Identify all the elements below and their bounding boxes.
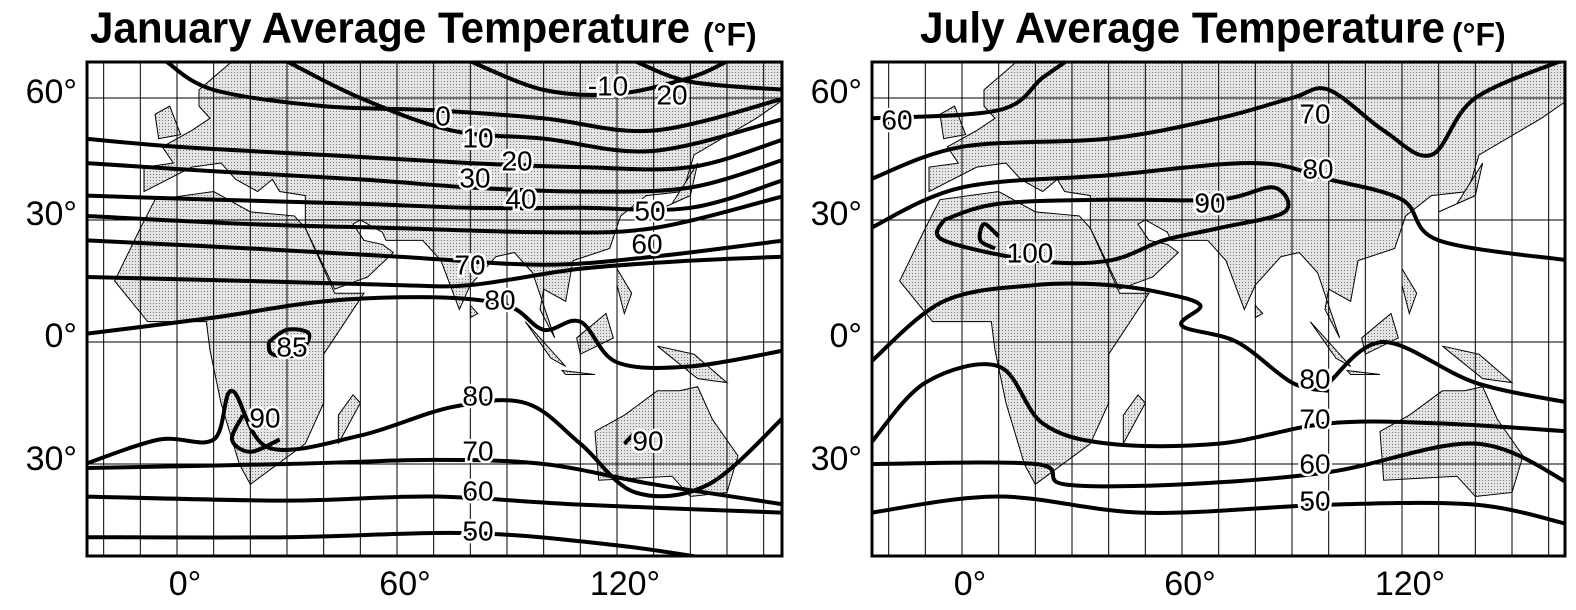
isotherm xyxy=(87,194,782,235)
isotherm xyxy=(286,62,782,154)
isotherm-label: 70 xyxy=(462,435,493,466)
isotherm xyxy=(872,62,1069,121)
land xyxy=(616,266,633,316)
isotherm-label: 80 xyxy=(1299,363,1330,394)
isotherm-label: 0 xyxy=(435,100,451,131)
isotherm-label: 10 xyxy=(462,122,493,153)
lat-label: 0° xyxy=(44,317,77,355)
lat-label: 60° xyxy=(26,73,77,111)
isotherm xyxy=(634,62,782,92)
isotherm-label: 70 xyxy=(454,249,485,280)
land xyxy=(524,321,567,367)
land xyxy=(594,386,739,498)
isotherm-label: 80 xyxy=(1302,153,1333,184)
isotherm-label: 60 xyxy=(1299,448,1330,479)
isotherm xyxy=(87,136,782,172)
lat-label: 30° xyxy=(811,440,862,478)
isotherm-label: 90 xyxy=(632,425,663,456)
isotherm-label: 50 xyxy=(462,515,493,546)
isotherm xyxy=(977,222,1001,251)
lat-label: 30° xyxy=(811,195,862,233)
isotherm xyxy=(87,457,782,507)
isotherm xyxy=(872,161,1565,262)
isotherm xyxy=(934,185,1291,266)
land xyxy=(1401,266,1418,316)
isotherm xyxy=(872,62,1565,181)
isotherm xyxy=(87,158,782,194)
isotherm xyxy=(872,441,1565,489)
isotherm-label: 80 xyxy=(484,284,515,315)
land xyxy=(1309,321,1352,367)
lat-label: 60° xyxy=(811,73,862,111)
lon-label: 0° xyxy=(169,565,202,603)
map-title: July Average Temperature xyxy=(920,4,1445,53)
land xyxy=(1345,369,1381,376)
lon-label: 120° xyxy=(590,565,660,603)
isotherm xyxy=(87,530,705,556)
isotherm xyxy=(87,238,782,267)
isotherm-label: -10 xyxy=(588,70,628,101)
map-frame xyxy=(85,60,784,558)
isotherm xyxy=(622,429,649,449)
map-unit: (°F) xyxy=(1452,16,1506,52)
lon-label: 60° xyxy=(1164,565,1215,603)
isotherm-label: 50 xyxy=(634,195,665,226)
isotherm xyxy=(469,62,728,97)
land xyxy=(337,394,361,444)
isotherm xyxy=(87,254,782,289)
map-frame xyxy=(870,60,1567,558)
isotherm xyxy=(872,362,1565,449)
isotherm xyxy=(266,327,312,359)
isotherm xyxy=(87,295,782,370)
land xyxy=(560,369,596,376)
isotherm xyxy=(872,494,1565,526)
isotherm xyxy=(87,388,782,499)
isotherm-label: 40 xyxy=(505,183,536,214)
land xyxy=(1254,304,1264,319)
isotherm-label: 70 xyxy=(1299,403,1330,434)
map-title: January Average Temperature xyxy=(90,4,690,53)
land xyxy=(154,105,182,140)
isotherm-label: 85 xyxy=(276,331,307,362)
isotherm xyxy=(1327,340,1565,404)
land xyxy=(928,62,1565,339)
isotherm-label: 20 xyxy=(501,145,532,176)
isotherm-label: 80 xyxy=(462,380,493,411)
land xyxy=(1379,386,1524,498)
isotherm-label: 30 xyxy=(459,162,490,193)
lon-label: 120° xyxy=(1375,565,1445,603)
lat-label: 0° xyxy=(829,317,862,355)
land xyxy=(1438,162,1484,213)
isotherm xyxy=(872,281,1330,393)
land xyxy=(469,304,479,319)
isotherm xyxy=(87,494,782,515)
lon-label: 0° xyxy=(954,565,987,603)
map xyxy=(872,62,1565,556)
isotherm-label: 100 xyxy=(1007,237,1054,268)
isotherm-label: 90 xyxy=(1194,187,1225,218)
land xyxy=(576,312,614,355)
isotherm-label: 60 xyxy=(631,228,662,259)
isotherm-label: 60 xyxy=(881,104,912,135)
land xyxy=(1442,345,1514,384)
isotherm xyxy=(87,178,782,212)
lat-label: 30° xyxy=(26,195,77,233)
isotherm-label: 20 xyxy=(656,79,687,110)
isotherm-label: 50 xyxy=(1299,485,1330,516)
lat-label: 30° xyxy=(26,440,77,478)
lon-label: 60° xyxy=(379,565,430,603)
land xyxy=(1122,394,1146,444)
map xyxy=(87,62,782,556)
isotherm-label: 90 xyxy=(249,402,280,433)
map-unit: (°F) xyxy=(703,16,757,52)
isotherm xyxy=(164,62,782,134)
isotherm-label: 60 xyxy=(462,475,493,506)
isotherm-label: 70 xyxy=(1299,98,1330,129)
